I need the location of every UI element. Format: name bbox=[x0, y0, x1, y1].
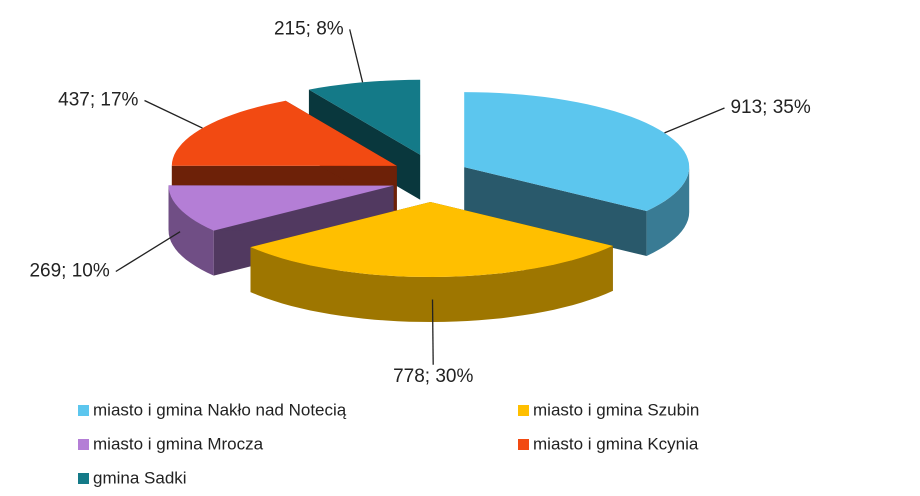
data-label: 269; 10% bbox=[29, 261, 109, 282]
leader-line bbox=[431, 299, 434, 365]
slice bbox=[308, 79, 421, 155]
slice-wall bbox=[646, 167, 690, 256]
slice-wall bbox=[250, 245, 613, 322]
legend-label: miasto i gmina Nakło nad Notecią bbox=[93, 400, 347, 419]
leader-line bbox=[349, 29, 364, 83]
slice bbox=[171, 100, 397, 166]
leader-line bbox=[144, 99, 203, 129]
legend-swatch bbox=[518, 405, 529, 416]
data-label: 215; 8% bbox=[274, 18, 344, 39]
legend-swatch bbox=[518, 439, 529, 450]
leader-line bbox=[664, 107, 725, 134]
slice bbox=[250, 202, 613, 277]
slice-side bbox=[464, 167, 647, 256]
data-label: 437; 17% bbox=[58, 90, 138, 111]
leader-line bbox=[115, 231, 181, 273]
data-label: 778; 30% bbox=[393, 366, 473, 387]
legend-swatch bbox=[78, 439, 89, 450]
slice-wall bbox=[168, 185, 214, 276]
slice bbox=[168, 185, 394, 231]
legend-label: miasto i gmina Mrocza bbox=[93, 434, 264, 453]
legend-swatch bbox=[78, 473, 89, 484]
legend-label: gmina Sadki bbox=[93, 468, 187, 487]
data-label: 913; 35% bbox=[730, 97, 810, 118]
legend-swatch bbox=[78, 405, 89, 416]
slice bbox=[464, 92, 690, 211]
legend-label: miasto i gmina Kcynia bbox=[533, 434, 699, 453]
legend-label: miasto i gmina Szubin bbox=[533, 400, 699, 419]
